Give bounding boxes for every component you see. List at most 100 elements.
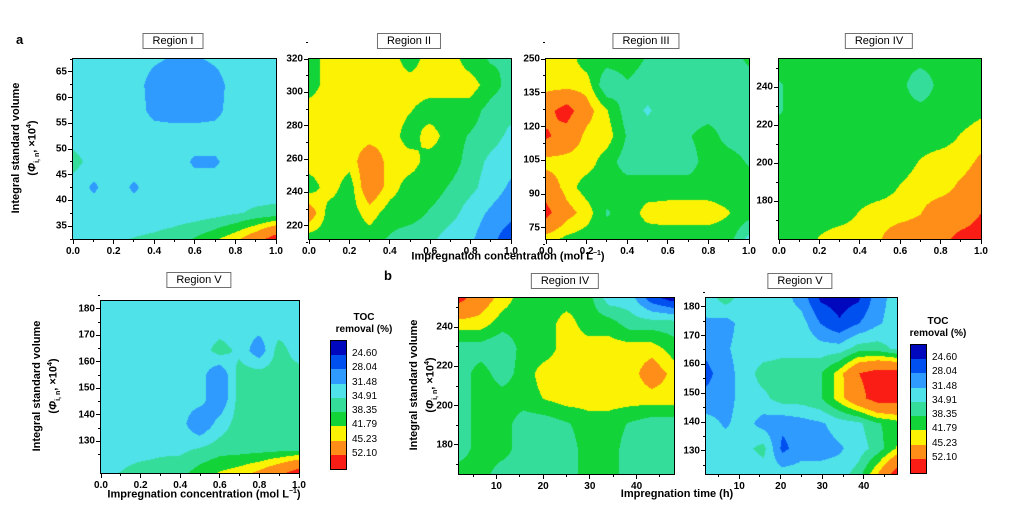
contour-plot-region-4: 0.0 0.2 0.4 0.6 0.8 1.0 180 200 220 240 — [756, 58, 988, 257]
axis-tick — [140, 474, 142, 478]
tick-label: 130 — [683, 445, 700, 457]
axis-tick — [234, 240, 236, 244]
tick-label: 200 — [756, 157, 773, 169]
axis-tick — [159, 474, 161, 476]
axis-tick — [194, 240, 196, 244]
axis-tick — [801, 475, 802, 477]
tick-label: 0.6 — [893, 246, 908, 257]
axis-tick — [96, 334, 100, 336]
axis-tick — [543, 41, 545, 43]
axis-tick — [304, 158, 308, 160]
legend-value: 38.35 — [932, 409, 958, 421]
contour-canvas — [779, 59, 981, 239]
axis-tick — [70, 161, 72, 163]
axis-tick — [278, 474, 280, 476]
tick-label: 0.4 — [852, 246, 867, 257]
axis-tick — [717, 475, 719, 477]
axis-tick — [68, 97, 72, 99]
axis-tick — [96, 387, 100, 389]
axis-tick — [565, 240, 567, 242]
axis-tick — [304, 125, 308, 127]
tick-label: 0.6 — [423, 246, 438, 257]
contour-canvas — [706, 298, 897, 474]
toc-colorbar-2 — [910, 344, 927, 474]
axis-tick — [738, 475, 740, 479]
axis-tick — [842, 475, 844, 477]
plot-title-b-region-5: Region V — [767, 273, 833, 289]
axis-tick — [687, 240, 689, 242]
axis-tick — [818, 240, 820, 244]
tick-label: 220 — [436, 360, 453, 372]
contour-canvas — [459, 298, 674, 474]
axis-tick — [328, 240, 330, 242]
legend-value: 52.10 — [932, 451, 958, 463]
tick-label: 60 — [55, 92, 67, 104]
tick-label: 30 — [816, 481, 828, 492]
tick-label: 0.4 — [147, 246, 162, 257]
axis-tick — [96, 361, 100, 363]
axis-tick — [98, 321, 100, 323]
tick-label: 10 — [490, 481, 502, 492]
legend-value: 45.23 — [352, 433, 378, 445]
axis-tick — [543, 109, 545, 111]
tick-label: 0.0 — [539, 246, 553, 257]
axis-tick — [703, 464, 705, 466]
axis-tick — [780, 475, 782, 479]
axis-tick — [636, 475, 638, 479]
contour-plot-b-region-4: 10 20 30 40 180 200 220 240 — [436, 297, 675, 492]
axis-tick — [70, 58, 72, 60]
tick-label: 10 — [733, 481, 745, 492]
axis-tick — [70, 187, 72, 189]
axis-tick — [98, 348, 100, 350]
axis-tick — [214, 240, 216, 242]
axis-tick — [748, 240, 750, 244]
axis-tick — [541, 92, 545, 94]
axis-tick — [98, 295, 100, 297]
axis-tick — [701, 421, 705, 423]
tick-label: 220 — [756, 119, 773, 131]
axis-tick — [70, 135, 72, 137]
axis-tick — [199, 474, 201, 476]
axis-tick — [120, 474, 122, 476]
axis-tick — [454, 365, 458, 367]
tick-label: 40 — [858, 481, 870, 492]
axis-tick — [774, 162, 778, 164]
axis-tick — [70, 238, 72, 240]
axis-tick — [306, 141, 308, 143]
tick-label: 180 — [78, 303, 95, 315]
tick-label: 320 — [286, 53, 303, 65]
axis-tick — [879, 240, 881, 242]
axis-tick — [541, 126, 545, 127]
tick-label: 50 — [55, 143, 67, 155]
axis-tick — [92, 240, 94, 242]
axis-tick — [626, 240, 628, 244]
axis-tick — [456, 385, 458, 387]
axis-tick — [68, 174, 72, 176]
tick-label: 0.0 — [94, 480, 108, 491]
axis-tick — [510, 240, 512, 244]
tick-label: 1.0 — [742, 246, 756, 257]
x-axis-label-row1: Impregnation concentration (mol L−1) — [411, 250, 605, 263]
contour-canvas — [101, 301, 299, 473]
axis-tick — [429, 240, 431, 244]
tick-label: 1.0 — [974, 246, 988, 257]
axis-tick — [470, 240, 472, 244]
legend-value: 38.35 — [352, 405, 378, 417]
tick-label: 200 — [436, 400, 453, 412]
plot-title-b-region-4: Region IV — [530, 273, 600, 289]
axis-tick — [647, 240, 648, 242]
legend-value: 24.60 — [932, 352, 958, 364]
axis-tick — [304, 225, 308, 227]
tick-label: 0.8 — [228, 246, 243, 257]
axis-tick — [454, 444, 458, 446]
axis-tick — [96, 440, 100, 442]
axis-tick — [454, 405, 458, 407]
tick-label: 105 — [523, 154, 540, 166]
axis-tick — [519, 475, 521, 477]
axis-tick — [589, 475, 591, 479]
axis-tick — [304, 91, 308, 93]
axis-tick — [68, 71, 72, 73]
axis-tick — [703, 291, 705, 293]
axis-tick — [306, 208, 308, 210]
axis-tick — [703, 320, 705, 322]
